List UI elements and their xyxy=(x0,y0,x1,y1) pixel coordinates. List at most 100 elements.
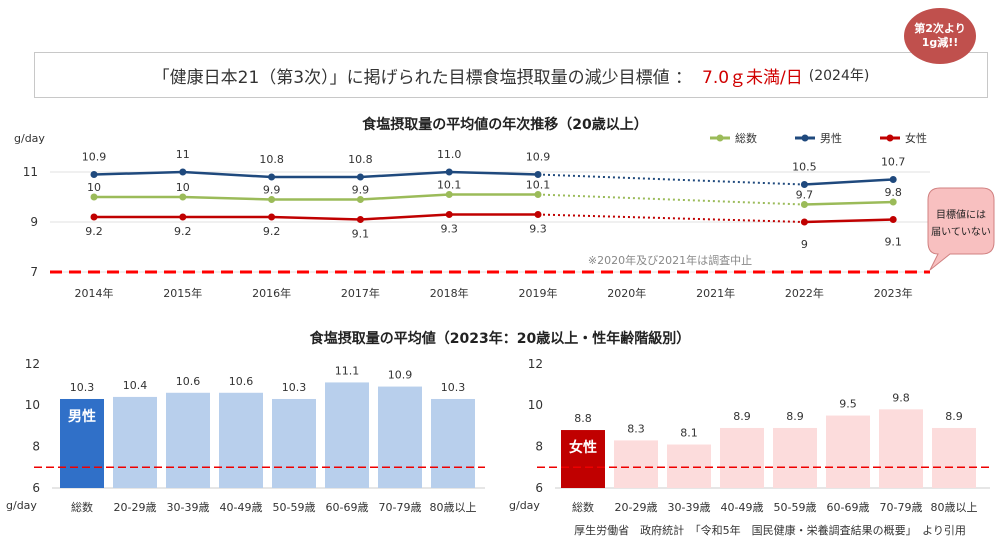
data-point xyxy=(90,171,98,178)
data-label: 9.2 xyxy=(263,225,281,238)
bar-value-label: 8.9 xyxy=(786,410,804,423)
x-tick-label: 2020年 xyxy=(607,286,646,300)
badge-line1: 第2次より xyxy=(914,22,966,35)
y-tick-label: 10 xyxy=(25,398,40,412)
x-tick-label: 2021年 xyxy=(696,286,735,300)
y-tick-label: 8 xyxy=(535,440,543,454)
y-tick-label: 12 xyxy=(25,357,40,371)
bar-70-79歳 xyxy=(378,386,422,488)
data-label: 9.1 xyxy=(352,228,370,241)
bar-category-label: 70-79歳 xyxy=(880,501,923,514)
data-label: 9.1 xyxy=(884,236,902,249)
banner-year: (2024年) xyxy=(808,68,870,84)
series-line-男性 xyxy=(93,170,539,179)
y-tick-label: 6 xyxy=(32,481,40,495)
bar-20-29歳 xyxy=(113,396,157,488)
bar-category-label: 50-59歳 xyxy=(273,501,316,514)
data-label: 9.3 xyxy=(440,223,458,236)
data-label: 9.2 xyxy=(85,225,103,238)
legend-label: 総数 xyxy=(735,131,757,145)
data-point xyxy=(90,193,98,201)
bar-category-label: 20-29歳 xyxy=(114,501,157,514)
banner-text: 「健康日本21（第3次）」に掲げられた目標食塩摂取量の減少目標値 ： xyxy=(152,67,693,88)
series-line-男性 xyxy=(804,178,894,186)
bar-category-label: 70-79歳 xyxy=(379,501,422,514)
data-label: 10.9 xyxy=(82,151,107,164)
bar-60-69歳 xyxy=(325,382,369,488)
bar-総数 xyxy=(60,398,104,488)
series-gap-line xyxy=(537,193,805,206)
bar-category-label: 30-39歳 xyxy=(167,501,210,514)
banner-goal: 7.0ｇ未満/日 xyxy=(702,67,803,88)
bar-総数 xyxy=(561,430,605,488)
line-y-label: g/day xyxy=(14,132,45,145)
data-point xyxy=(268,213,276,221)
data-label: 9.7 xyxy=(796,189,814,202)
data-label: 9.2 xyxy=(174,225,192,238)
data-label: 10.5 xyxy=(792,161,817,174)
data-point xyxy=(179,168,187,176)
bar-value-label: 11.1 xyxy=(335,364,360,377)
y-tick-label: 7 xyxy=(30,265,38,279)
data-point xyxy=(268,173,276,181)
bar-value-label: 10.9 xyxy=(388,369,413,382)
legend-marker xyxy=(886,134,894,142)
series-line-女性 xyxy=(804,218,894,224)
data-point xyxy=(889,176,897,183)
data-point xyxy=(889,198,897,206)
badge-line2: 1g減!! xyxy=(921,36,959,49)
badge-bubble: 第2次より 1g減!! xyxy=(904,8,976,64)
bar-value-label: 8.3 xyxy=(627,422,645,435)
callout-line2: 届いていない xyxy=(931,226,991,238)
data-label: 9.9 xyxy=(352,184,370,197)
data-point xyxy=(445,191,453,198)
data-label: 10 xyxy=(87,181,101,194)
data-point xyxy=(445,168,453,176)
x-tick-label: 2019年 xyxy=(519,286,558,300)
data-label: 10.7 xyxy=(881,156,906,169)
bar-category-label: 80歳以上 xyxy=(931,501,978,514)
callout-bubble xyxy=(927,187,995,271)
source-footer: 厚生労働省 政府統計 「令和5年 国民健康・栄養調査結果の概要」 より引用 xyxy=(574,523,966,537)
bar-value-label: 10.6 xyxy=(176,375,201,388)
legend-label: 男性 xyxy=(820,131,842,145)
data-label: 9 xyxy=(801,238,808,251)
data-label: 9.3 xyxy=(529,223,547,236)
callout-line1: 目標値には xyxy=(936,208,986,221)
bar-value-label: 10.3 xyxy=(441,381,466,394)
bar-category-label: 総数 xyxy=(572,500,594,514)
data-label: 11.0 xyxy=(437,148,462,161)
data-point xyxy=(179,193,187,201)
y-tick-label: 6 xyxy=(535,481,543,495)
series-gap-line xyxy=(537,173,805,186)
bar-50-59歳 xyxy=(773,427,817,488)
bar-category-label: 30-39歳 xyxy=(668,501,711,514)
data-label: 10.8 xyxy=(259,153,284,166)
series-gap-line xyxy=(537,213,805,223)
data-point xyxy=(534,211,542,218)
y-tick-label: 9 xyxy=(30,215,38,229)
bar-value-label: 9.8 xyxy=(892,391,910,404)
bar-value-label: 10.3 xyxy=(282,381,307,394)
data-point xyxy=(800,201,808,208)
x-tick-label: 2022年 xyxy=(785,286,824,300)
data-point xyxy=(800,218,808,226)
bar-50-59歳 xyxy=(272,398,316,488)
bar-value-label: 8.1 xyxy=(680,427,698,440)
x-tick-label: 2014年 xyxy=(75,286,114,300)
bar-y-label: g/day xyxy=(509,499,540,512)
bar-20-29歳 xyxy=(614,440,658,488)
bar-y-label: g/day xyxy=(6,499,37,512)
bar-category-label: 40-49歳 xyxy=(220,501,263,514)
data-point xyxy=(534,171,542,178)
bar-panel-label: 女性 xyxy=(569,439,597,456)
bar-category-label: 60-69歳 xyxy=(827,501,870,514)
y-tick-label: 10 xyxy=(528,398,543,412)
data-point xyxy=(800,181,808,188)
bar-80歳以上 xyxy=(431,398,475,488)
x-tick-label: 2017年 xyxy=(341,286,380,300)
data-label: 9.8 xyxy=(884,186,902,199)
data-point xyxy=(356,173,364,181)
y-tick-label: 11 xyxy=(23,165,38,179)
